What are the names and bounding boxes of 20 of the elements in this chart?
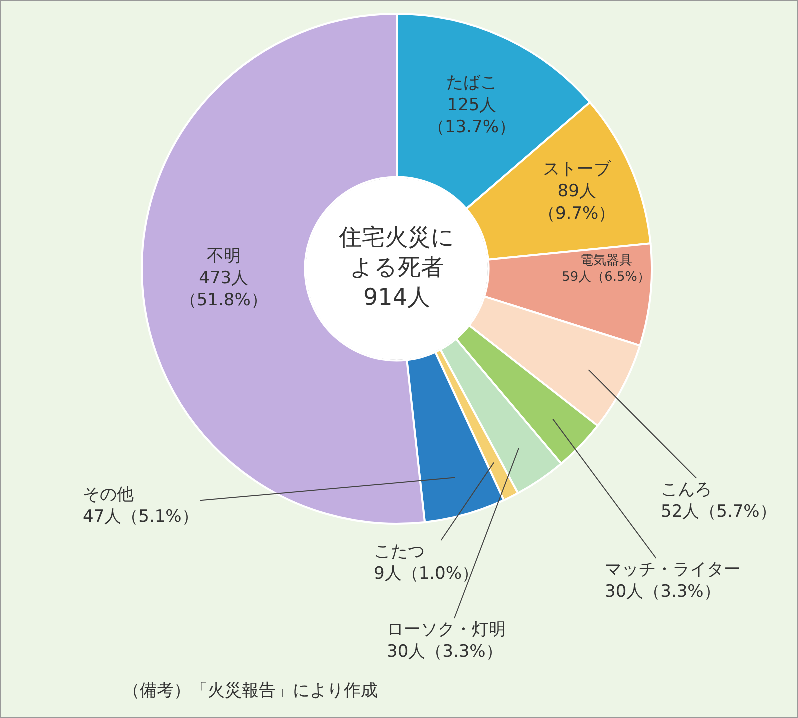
slice-label: ストーブ (543, 160, 612, 180)
data-label: 125人（13.7%） (428, 95, 516, 138)
slice-label: こんろ (661, 480, 712, 500)
data-label: 9人（1.0%） (374, 564, 480, 584)
data-label: 473人（51.8%） (180, 268, 268, 311)
slice-label: 電気器具 (580, 253, 632, 268)
slice-label: たばこ (446, 73, 498, 94)
slice-label: その他 (83, 485, 134, 505)
text: 住宅火災による死者 914人 (338, 224, 456, 313)
data-label: 89人（9.7%） (538, 182, 616, 224)
slice-label: 不明 (206, 246, 241, 266)
data-label: 59人（6.5%） (562, 270, 650, 286)
slice-label: こたつ (374, 542, 425, 562)
slice-label: ローソク・灯明 (387, 620, 506, 640)
data-label: 47人（5.1%） (83, 507, 199, 528)
data-label: 52人（5.7%） (661, 502, 777, 522)
data-label: 30人（3.3%） (605, 582, 721, 602)
text: （備考）「火災報告」により作成 (123, 681, 378, 701)
slice-label: マッチ・ライター (605, 560, 741, 580)
data-label: 30人（3.3%） (387, 642, 503, 662)
